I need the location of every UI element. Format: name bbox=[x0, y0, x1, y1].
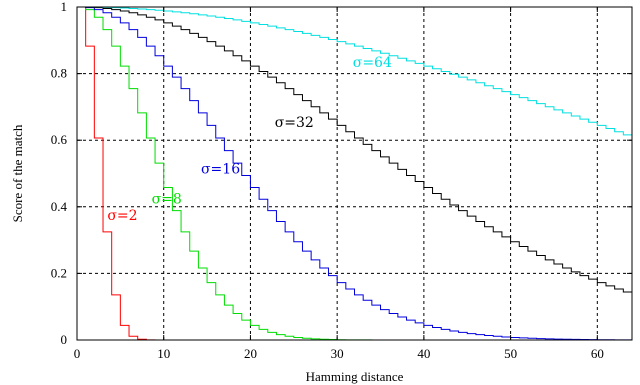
y-axis-title: Score of the match bbox=[10, 124, 25, 222]
y-tick-label: 0.6 bbox=[51, 132, 68, 147]
x-tick-label: 30 bbox=[331, 346, 344, 361]
x-tick-label: 10 bbox=[157, 346, 170, 361]
series-label-sigma-32: σ=32 bbox=[275, 115, 314, 131]
x-tick-label: 20 bbox=[244, 346, 257, 361]
series-label-sigma-64: σ=64 bbox=[353, 55, 392, 71]
plot-frame bbox=[76, 6, 633, 341]
x-tick-label: 0 bbox=[74, 346, 81, 361]
series-label-sigma-16: σ=16 bbox=[201, 162, 240, 178]
y-tick-label: 1 bbox=[61, 0, 68, 14]
series-line-sigma-16 bbox=[77, 6, 633, 341]
series-label-sigma-2: σ=2 bbox=[107, 208, 137, 224]
series-labels: σ=2 σ=8 σ=16 σ=32 σ=64 bbox=[107, 55, 392, 224]
x-tick-label: 40 bbox=[417, 346, 430, 361]
series-line-sigma-32 bbox=[77, 6, 633, 295]
y-tick-label: 0.4 bbox=[51, 199, 68, 214]
grid bbox=[77, 7, 632, 340]
y-tick-label: 0.8 bbox=[51, 66, 67, 81]
y-tick-label: 0.2 bbox=[51, 265, 67, 280]
axis-ticks: 0 10 20 30 40 50 60 0 0.2 0.4 0.6 0.8 1 bbox=[51, 0, 632, 361]
x-axis-title: Hamming distance bbox=[306, 369, 404, 384]
y-tick-label: 0 bbox=[61, 332, 68, 347]
x-tick-label: 60 bbox=[591, 346, 604, 361]
x-tick-label: 50 bbox=[504, 346, 517, 361]
series-label-sigma-8: σ=8 bbox=[152, 191, 182, 207]
series-line-sigma-64 bbox=[77, 6, 633, 139]
